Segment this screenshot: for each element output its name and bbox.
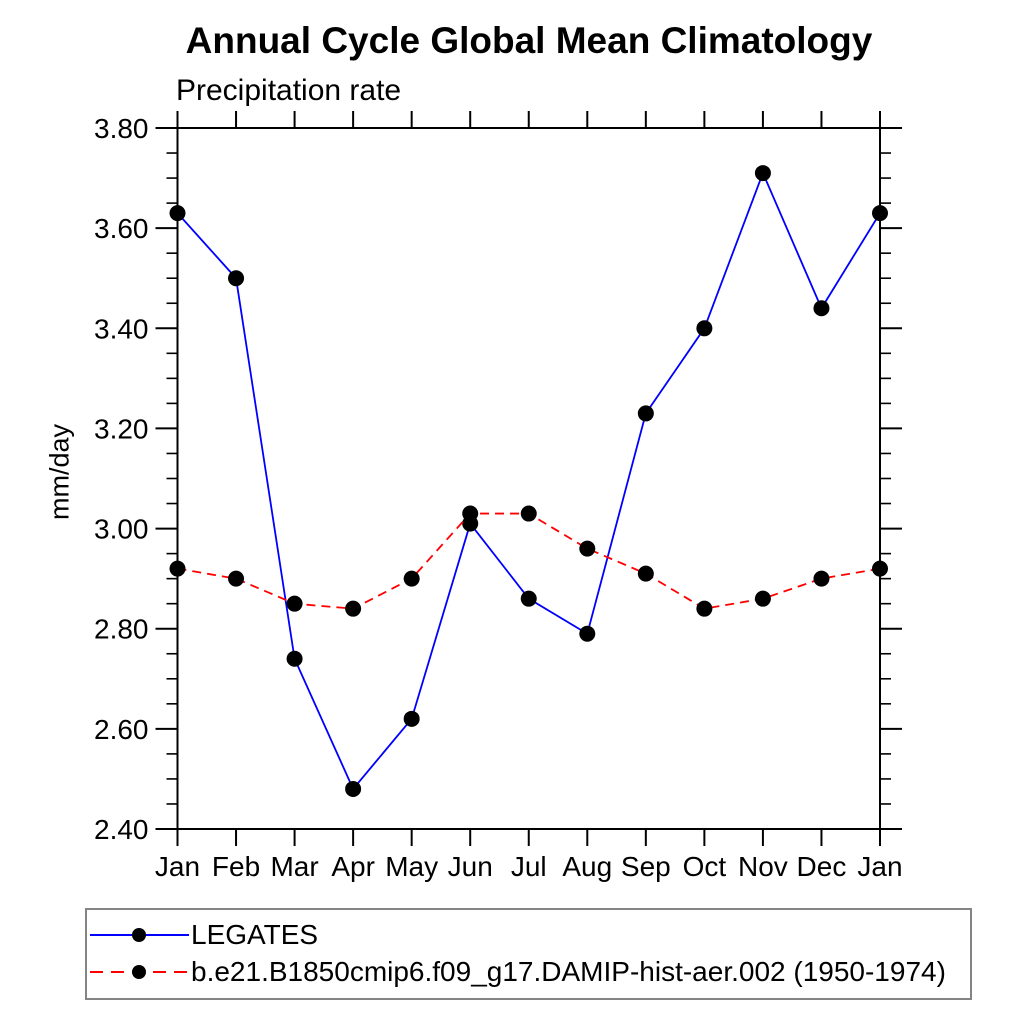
x-tick-label: Mar <box>270 851 318 882</box>
x-tick-label: Apr <box>331 851 375 882</box>
x-tick-label: Jan <box>155 851 200 882</box>
data-point-marker <box>696 320 713 337</box>
y-tick-label: 2.60 <box>94 714 149 745</box>
data-point-marker <box>345 600 362 617</box>
series-line-0 <box>176 170 881 791</box>
data-point-marker <box>286 595 303 612</box>
x-tick-label: Dec <box>797 851 847 882</box>
y-tick-label: 3.00 <box>94 514 149 545</box>
y-tick-label: 3.40 <box>94 313 149 344</box>
legend-entry-legates: LEGATES <box>88 920 318 950</box>
y-tick-label: 3.80 <box>94 113 149 144</box>
legend: LEGATES b.e21.B1850cmip6.f09_g17.DAMIP-h… <box>85 908 972 1000</box>
x-tick-label: Oct <box>683 851 727 882</box>
legend-label-damip: b.e21.B1850cmip6.f09_g17.DAMIP-hist-aer.… <box>191 956 946 987</box>
chart-title: Annual Cycle Global Mean Climatology <box>185 20 873 61</box>
legend-dashed-line-icon <box>90 965 189 979</box>
data-point-marker <box>228 270 245 287</box>
legend-label-legates: LEGATES <box>191 919 319 950</box>
data-point-marker <box>754 590 771 607</box>
x-tick-label: Jan <box>857 851 902 882</box>
legend-entry-damip: b.e21.B1850cmip6.f09_g17.DAMIP-hist-aer.… <box>88 957 946 987</box>
data-point-marker <box>813 570 830 587</box>
data-point-marker <box>696 600 713 617</box>
legend-marker-dot <box>132 965 146 979</box>
data-point-marker <box>169 560 186 577</box>
data-point-marker <box>813 300 830 317</box>
data-point-marker <box>403 570 420 587</box>
data-point-marker <box>520 590 537 607</box>
y-tick-label: 3.20 <box>94 413 149 444</box>
y-tick-label: 2.80 <box>94 614 149 645</box>
data-point-marker <box>754 165 771 182</box>
plot-box <box>176 127 881 830</box>
data-point-marker <box>345 780 362 797</box>
data-point-marker <box>637 405 654 422</box>
data-point-marker <box>579 625 596 642</box>
data-point-marker <box>579 540 596 557</box>
legend-solid-line-icon <box>90 928 189 942</box>
data-point-marker <box>228 570 245 587</box>
x-tick-label: Jul <box>511 851 547 882</box>
data-point-marker <box>872 560 888 577</box>
data-point-marker <box>637 565 654 582</box>
x-tick-label: Nov <box>738 851 788 882</box>
data-point-marker <box>169 205 186 222</box>
x-tick-label: Sep <box>621 851 671 882</box>
data-point-marker <box>462 505 479 522</box>
chart-subtitle: Precipitation rate <box>176 74 402 107</box>
data-point-marker <box>520 505 537 522</box>
x-tick-label: May <box>385 851 438 882</box>
x-tick-label: Jun <box>448 851 493 882</box>
data-point-marker <box>286 650 303 667</box>
y-tick-label: 2.40 <box>94 814 149 845</box>
x-tick-label: Feb <box>212 851 260 882</box>
x-tick-label: Aug <box>562 851 612 882</box>
legend-marker-dot <box>132 928 146 942</box>
data-point-marker <box>872 205 888 222</box>
y-tick-label: 3.60 <box>94 213 149 244</box>
data-point-marker <box>403 710 420 727</box>
